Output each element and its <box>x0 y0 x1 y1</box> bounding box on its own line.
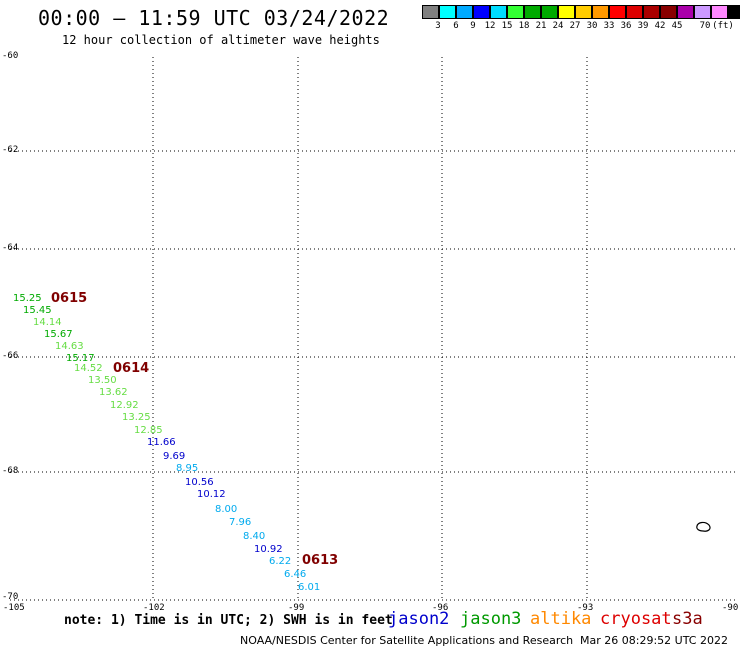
colorbar-swatch <box>626 5 643 19</box>
longitude-label: -102 <box>143 603 165 613</box>
wave-height-value: 13.62 <box>99 387 128 398</box>
pass-time-label: 0615 <box>51 291 88 306</box>
colorbar-unit-label: (ft) <box>712 21 734 31</box>
wave-height-value: 8.95 <box>176 463 199 474</box>
satellite-legend-altika: altika <box>530 609 592 629</box>
latitude-label: -64 <box>2 243 19 253</box>
wave-height-value: 9.69 <box>163 451 186 462</box>
latitude-label: -62 <box>2 145 19 155</box>
colorbar-swatch <box>490 5 507 19</box>
wave-height-value: 12.92 <box>110 400 139 411</box>
wave-height-value: 13.25 <box>122 412 151 423</box>
colorbar-label: 45 <box>671 21 683 31</box>
colorbar-swatch <box>694 5 711 19</box>
colorbar-label: 24 <box>552 21 564 31</box>
colorbar-swatch <box>439 5 456 19</box>
pass-time-label: 0613 <box>302 553 339 568</box>
satellite-legend-s3a: s3a <box>672 609 703 629</box>
wave-height-value: 8.00 <box>215 504 238 515</box>
wave-height-value: 6.46 <box>284 569 307 580</box>
colorbar-label: 3 <box>435 21 441 31</box>
longitude-label: -99 <box>288 603 305 613</box>
colorbar-swatch <box>592 5 609 19</box>
colorbar-label: 70 <box>699 21 711 31</box>
wave-height-value: 10.12 <box>197 489 226 500</box>
colorbar-swatch <box>609 5 626 19</box>
island-coastline <box>696 521 711 532</box>
colorbar-swatch <box>660 5 677 19</box>
latitude-label: -70 <box>2 592 19 602</box>
wave-height-value: 14.63 <box>55 341 84 352</box>
wave-height-value: 11.66 <box>147 437 176 448</box>
wave-height-value: 10.56 <box>185 477 214 488</box>
colorbar-swatch <box>728 5 740 19</box>
colorbar-label: 6 <box>453 21 459 31</box>
colorbar-label: 21 <box>535 21 547 31</box>
longitude-label: -90 <box>722 603 739 613</box>
longitude-label: -96 <box>432 603 449 613</box>
wave-height-value: 14.52 <box>74 363 103 374</box>
colorbar-swatch <box>711 5 728 19</box>
wave-height-value: 15.17 <box>66 353 95 364</box>
subtitle: 12 hour collection of altimeter wave hei… <box>62 33 380 47</box>
longitude-label: -105 <box>3 603 25 613</box>
colorbar-swatch <box>541 5 558 19</box>
satellite-legend-jason3: jason3 <box>460 609 522 629</box>
generation-timestamp: Mar 26 08:29:52 UTC 2022 <box>580 634 728 647</box>
colorbar-swatch <box>575 5 592 19</box>
colorbar-swatch <box>643 5 660 19</box>
pass-time-label: 0614 <box>113 361 150 376</box>
wave-height-value: 8.40 <box>243 531 266 542</box>
satellite-legend-jason2: jason2 <box>388 609 450 629</box>
colorbar-label: 39 <box>637 21 649 31</box>
colorbar-label: 33 <box>603 21 615 31</box>
footnote: note: 1) Time is in UTC; 2) SWH is in fe… <box>64 613 393 628</box>
colorbar-swatch <box>558 5 575 19</box>
colorbar-label: 18 <box>518 21 530 31</box>
wave-height-value: 12.85 <box>134 425 163 436</box>
wave-height-value: 10.92 <box>254 544 283 555</box>
page-title: 00:00 – 11:59 UTC 03/24/2022 <box>38 6 390 30</box>
colorbar-label: 30 <box>586 21 598 31</box>
wave-height-value: 15.67 <box>44 329 73 340</box>
colorbar-label: 42 <box>654 21 666 31</box>
satellite-legend-cryosat: cryosat <box>600 609 672 629</box>
colorbar-label: 27 <box>569 21 581 31</box>
wave-height-value: 13.50 <box>88 375 117 386</box>
wave-height-value: 7.96 <box>229 517 252 528</box>
longitude-label: -93 <box>577 603 594 613</box>
colorbar-label: 15 <box>501 21 513 31</box>
wave-height-value: 15.45 <box>23 305 52 316</box>
colorbar-swatch <box>507 5 524 19</box>
colorbar-label: 12 <box>484 21 496 31</box>
credit-line: NOAA/NESDIS Center for Satellite Applica… <box>240 634 574 647</box>
colorbar-swatch <box>456 5 473 19</box>
wave-height-value: 6.01 <box>298 582 321 593</box>
wave-height-value: 6.22 <box>269 556 292 567</box>
latitude-label: -60 <box>2 51 19 61</box>
colorbar-swatch <box>677 5 694 19</box>
wave-height-value: 14.14 <box>33 317 62 328</box>
colorbar-label: 36 <box>620 21 632 31</box>
colorbar-label: 9 <box>470 21 476 31</box>
colorbar-swatch <box>473 5 490 19</box>
latitude-label: -66 <box>2 351 19 361</box>
wave-height-value: 15.25 <box>13 293 42 304</box>
map-grid <box>10 57 736 600</box>
latitude-label: -68 <box>2 466 19 476</box>
colorbar-swatch <box>524 5 541 19</box>
colorbar-swatch <box>422 5 439 19</box>
